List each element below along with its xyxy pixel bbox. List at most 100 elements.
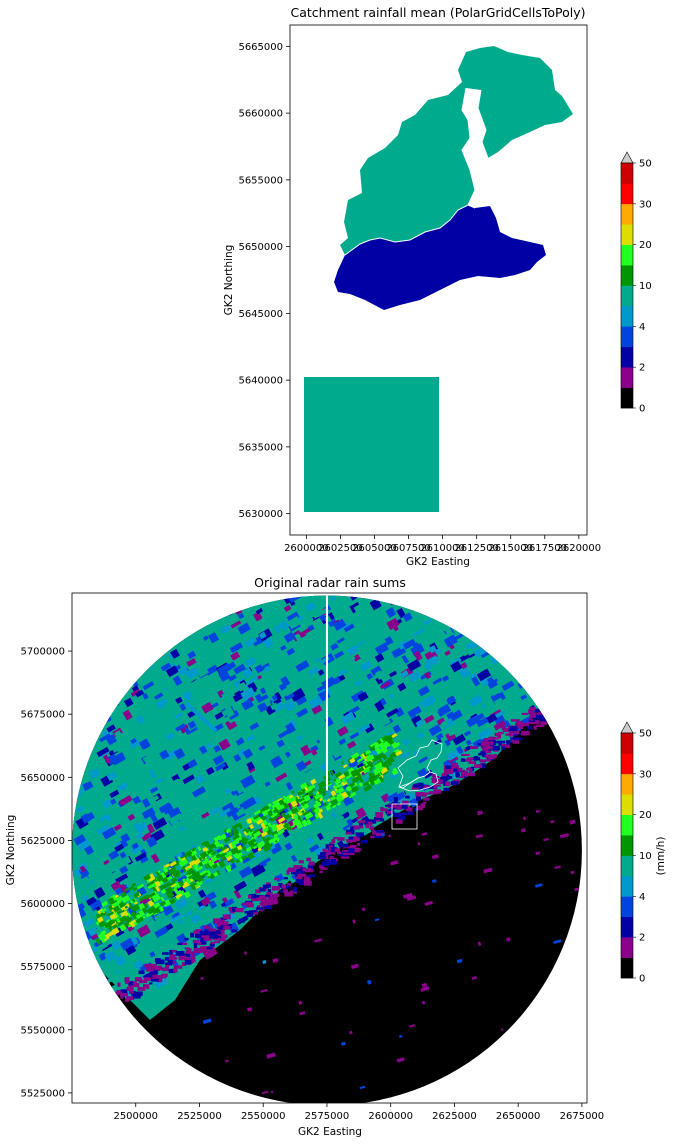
colorbar-segment xyxy=(621,753,633,775)
x-tick-label: 2600000 xyxy=(284,543,329,554)
colorbar-tick-label: 2 xyxy=(639,933,645,944)
colorbar-tick-label: 30 xyxy=(639,199,652,210)
colorbar-top: 0 2 4 10 20 30 50 xyxy=(620,151,652,415)
y-tick-label: 5645000 xyxy=(238,309,283,320)
y-tick-label: 5630000 xyxy=(238,509,283,520)
colorbar-tick-label: 50 xyxy=(639,729,652,740)
colorbar-bottom-unit: (mm/h) xyxy=(655,837,667,876)
catchment-north xyxy=(340,46,573,255)
x-tick-label: 2610000 xyxy=(420,543,465,554)
colorbar-segment xyxy=(621,387,633,409)
colorbar-segment xyxy=(621,937,633,958)
x-tick-label: 2625000 xyxy=(432,1111,477,1122)
chart-top-x-axis: 2600000260250026050002607500261000026125… xyxy=(284,535,601,554)
colorbar-segment xyxy=(621,203,633,225)
y-tick-label: 5650000 xyxy=(20,773,65,784)
colorbar-segment xyxy=(621,916,633,938)
colorbar-segment xyxy=(621,224,633,245)
colorbar-segment xyxy=(621,896,633,918)
x-tick-label: 2575000 xyxy=(305,1111,350,1122)
y-tick-label: 5700000 xyxy=(20,647,65,658)
catchment-box-outline xyxy=(391,803,418,830)
colorbar-extend-triangle xyxy=(620,151,634,164)
colorbar-tick-label: 30 xyxy=(639,769,652,780)
colorbar-segment xyxy=(621,285,633,307)
colorbar-segment xyxy=(621,957,633,979)
x-tick-label: 2650000 xyxy=(496,1111,541,1122)
y-tick-label: 5635000 xyxy=(238,442,283,453)
colorbar-segment xyxy=(621,855,633,877)
colorbar-tick-label: 4 xyxy=(639,322,645,333)
colorbar-tick-label: 2 xyxy=(639,363,645,374)
colorbar-tick-label: 10 xyxy=(639,281,652,292)
y-tick-label: 5550000 xyxy=(20,1025,65,1036)
y-tick-label: 5650000 xyxy=(238,242,283,253)
x-tick-label: 2607500 xyxy=(386,543,431,554)
x-tick-label: 2615000 xyxy=(488,543,533,554)
radar-convective-band xyxy=(95,732,403,945)
colorbar-tick-label: 20 xyxy=(639,240,652,251)
colorbar-segment xyxy=(621,794,633,815)
x-tick-label: 2550000 xyxy=(241,1111,286,1122)
colorbar-segment xyxy=(621,326,633,348)
chart-top-frame xyxy=(289,24,588,536)
chart-bottom: Original radar rain sums 2500000 2525000 2… xyxy=(5,575,667,1138)
x-tick-label: 2525000 xyxy=(177,1111,222,1122)
chart-top-xlabel: GK2 Easting xyxy=(406,556,470,568)
chart-bottom-ylabel: GK2 Northing xyxy=(5,815,17,886)
colorbar-tick-label: 0 xyxy=(639,404,645,415)
chart-bottom-xlabel: GK2 Easting xyxy=(298,1126,362,1138)
x-tick-label: 2675000 xyxy=(560,1111,605,1122)
chart-top: Catchment rainfall mean (PolarGridCellsT… xyxy=(223,5,652,568)
colorbar-segment xyxy=(621,346,633,368)
radar-beam-artefact xyxy=(184,701,218,733)
catchment-box xyxy=(304,377,439,512)
colorbar-bottom: 0 2 4 10 20 30 50 xyxy=(620,721,652,985)
colorbar-tick-label: 0 xyxy=(639,974,645,985)
chart-top-ylabel: GK2 Northing xyxy=(223,245,235,316)
chart-bottom-title: Original radar rain sums xyxy=(254,575,406,590)
chart-top-title: Catchment rainfall mean (PolarGridCellsT… xyxy=(291,5,586,20)
x-tick-label: 2600000 xyxy=(368,1111,413,1122)
y-tick-label: 5625000 xyxy=(20,836,65,847)
colorbar-segment xyxy=(621,183,633,205)
y-tick-label: 5665000 xyxy=(238,42,283,53)
colorbar-segment xyxy=(621,814,633,836)
colorbar-segment xyxy=(621,163,633,184)
colorbar-segment xyxy=(621,367,633,388)
catchment-boundary-line xyxy=(461,87,489,206)
chart-top-y-axis: 5630000 5635000 5640000 5645000 5650000 56550… xyxy=(238,42,290,520)
y-tick-label: 5655000 xyxy=(238,175,283,186)
x-tick-label: 2602500 xyxy=(318,543,363,554)
y-tick-label: 5660000 xyxy=(238,109,283,120)
x-tick-label: 2612500 xyxy=(454,543,499,554)
colorbar-segment xyxy=(621,265,633,286)
y-tick-label: 5640000 xyxy=(238,376,283,387)
colorbar-segment xyxy=(621,773,633,795)
colorbar-segment xyxy=(621,733,633,754)
colorbar-extend-triangle xyxy=(620,721,634,734)
x-tick-label: 2605000 xyxy=(352,543,397,554)
colorbar-tick-label: 50 xyxy=(639,159,652,170)
x-tick-label: 2500000 xyxy=(113,1111,158,1122)
chart-bottom-y-axis: 5525000 5550000 5575000 5600000 5625000 56500… xyxy=(20,647,72,1099)
colorbar-segment xyxy=(621,244,633,266)
colorbar-tick-label: 10 xyxy=(639,851,652,862)
y-tick-label: 5600000 xyxy=(20,899,65,910)
catchment-south-outline xyxy=(397,771,439,792)
colorbar-segment xyxy=(621,305,633,327)
colorbar-segment xyxy=(621,875,633,897)
colorbar-tick-label: 20 xyxy=(639,810,652,821)
y-tick-label: 5525000 xyxy=(20,1088,65,1099)
catchment-boundary-line xyxy=(344,204,476,256)
y-tick-label: 5575000 xyxy=(20,962,65,973)
chart-bottom-frame xyxy=(71,592,588,1104)
catchment-south xyxy=(334,205,546,310)
colorbar-segment xyxy=(621,835,633,856)
x-tick-label: 2617500 xyxy=(522,543,567,554)
colorbar-tick-label: 4 xyxy=(639,892,645,903)
chart-bottom-x-axis: 2500000 2525000 2550000 2575000 2600000 26250… xyxy=(113,1103,604,1122)
y-tick-label: 5675000 xyxy=(20,710,65,721)
x-tick-label: 2620000 xyxy=(557,543,602,554)
